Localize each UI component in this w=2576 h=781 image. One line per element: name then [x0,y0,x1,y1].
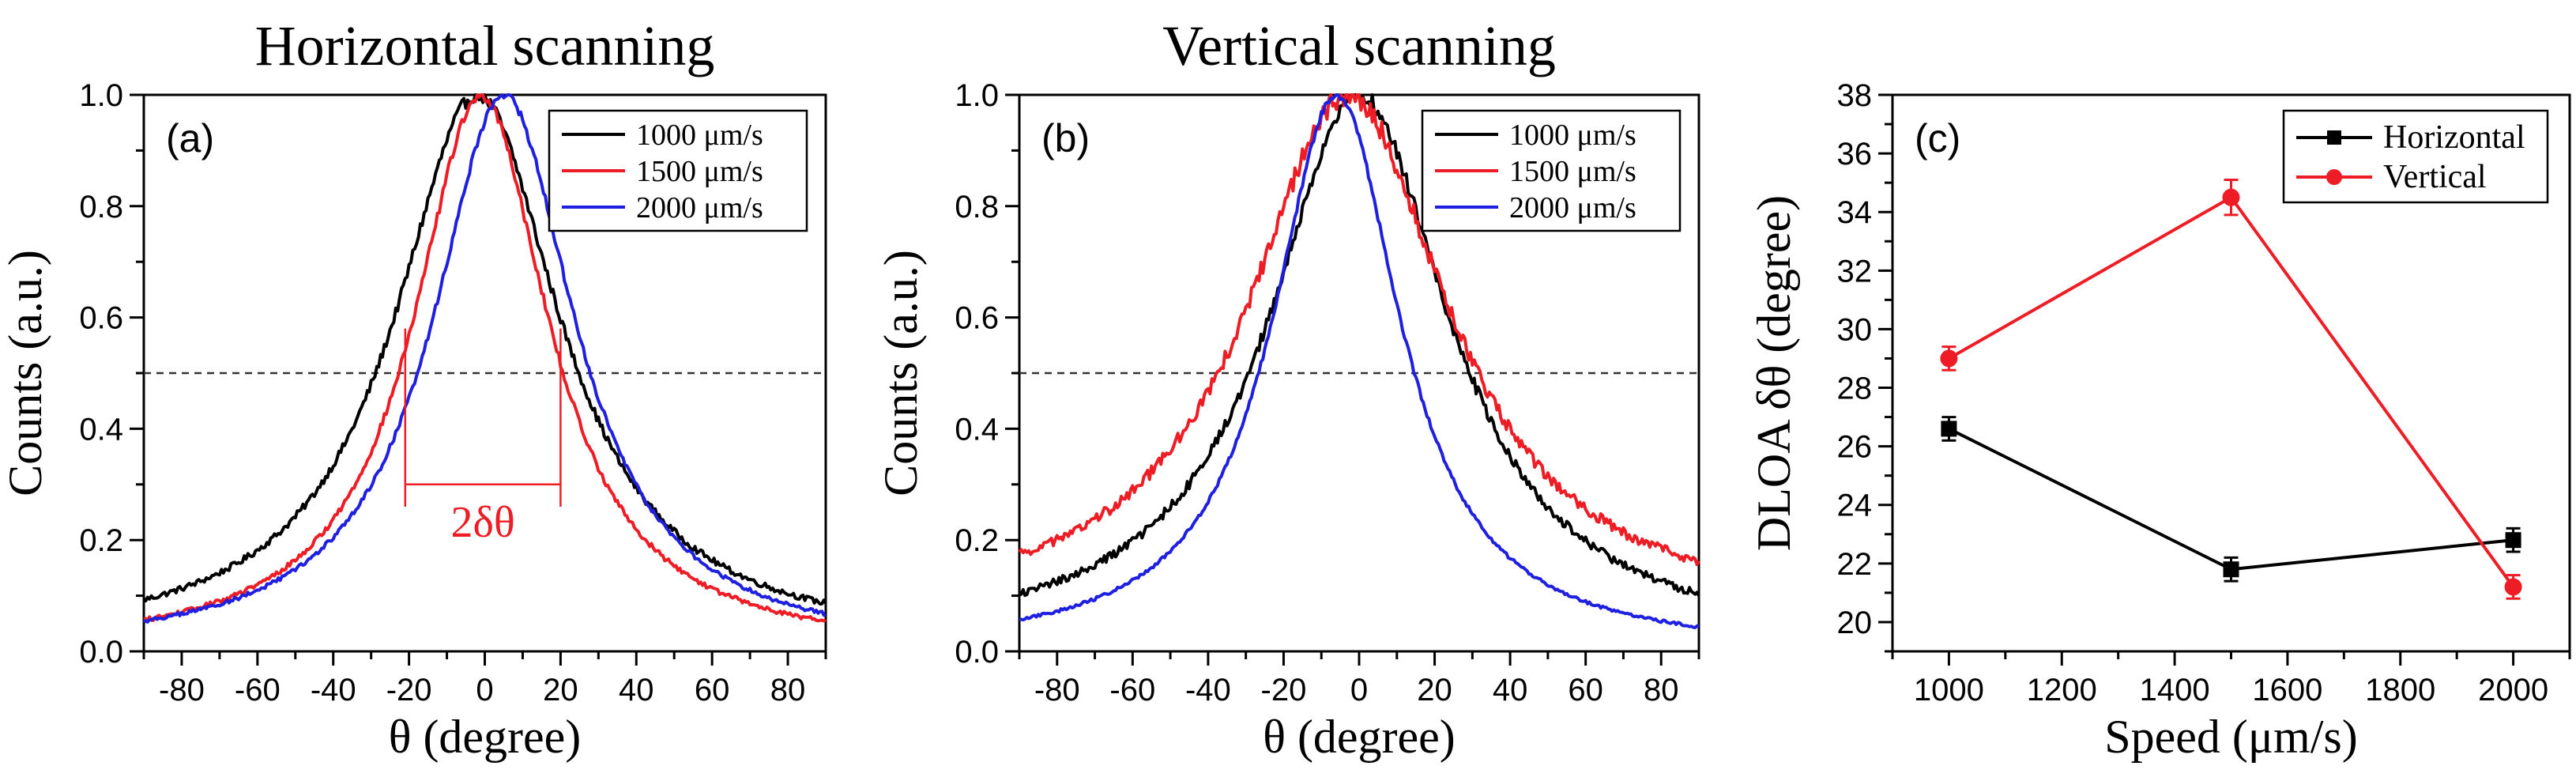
y-tick-label: 24 [1837,489,1873,523]
y-axis-label: Counts (a.u.) [875,250,927,496]
panel-label: (c) [1915,116,1960,160]
chart-title: Horizontal scanning [255,14,715,77]
y-tick-label: 1.0 [955,78,999,113]
x-tick-label: -80 [1034,673,1080,707]
data-point [1941,421,1957,437]
y-tick-label: 30 [1837,312,1873,347]
x-tick-label: -60 [1109,673,1155,707]
x-tick-label: -20 [386,673,432,707]
x-tick-label: 1000 [1914,673,1984,707]
x-tick-label: 0 [476,673,493,707]
y-tick-label: 0.4 [79,412,123,447]
legend-label: 1500 μm/s [1509,155,1636,188]
y-axis-label: Counts (a.u.) [0,250,51,496]
y-tick-label: 0.6 [955,301,999,336]
series-line [1018,93,1700,567]
x-tick-label: 0 [1350,673,1368,707]
x-tick-label: 60 [1568,673,1603,707]
series-line [142,93,827,624]
x-tick-label: -40 [311,673,356,707]
data-point [2505,532,2521,549]
y-tick-label: 0.2 [79,523,123,558]
y-tick-label: 0.0 [79,635,123,670]
y-tick-label: 38 [1837,78,1873,113]
x-tick-label: -20 [1261,673,1307,707]
x-tick-label: 20 [1417,673,1452,707]
legend-box [2282,109,2549,204]
legend-label: Horizontal [2383,119,2525,156]
legend-label: 2000 μm/s [1509,191,1636,224]
x-axis-label: Speed (μm/s) [2104,711,2357,763]
panel-1: Horizontal scanning -80 -60 -40 -20 0 20 40 60 80… [0,14,827,763]
y-tick-label: 0.8 [79,190,123,224]
data-point [2504,578,2522,596]
y-tick-label: 0.6 [79,301,123,336]
y-tick-label: 26 [1837,430,1873,465]
x-tick-label: 60 [695,673,730,707]
legend-label: Vertical [2383,159,2487,195]
data-point [1940,349,1958,368]
y-tick-label: 0.2 [955,523,999,558]
x-tick-label: 1400 [2140,673,2210,707]
y-tick-label: 22 [1837,547,1873,582]
series-line [143,93,827,623]
y-tick-label: 0.8 [955,190,999,224]
x-tick-label: -40 [1185,673,1231,707]
x-tick-label: -60 [235,673,281,707]
y-tick-label: 0.0 [955,635,999,670]
y-tick-label: 20 [1837,606,1873,640]
series-line [142,93,827,606]
y-tick-label: 28 [1837,372,1873,406]
x-tick-label: 80 [770,673,806,707]
x-tick-label: 1800 [2365,673,2435,707]
legend-marker [2326,169,2342,185]
legend-label: 2000 μm/s [636,191,763,224]
x-tick-label: 40 [1493,673,1528,707]
legend-box [1421,109,1682,232]
x-axis-label: θ (degree) [389,711,582,763]
x-tick-label: 80 [1644,673,1679,707]
y-tick-label: 0.4 [955,412,999,447]
x-tick-label: 1200 [2027,673,2097,707]
panel-label: (a) [166,116,214,160]
x-tick-label: 20 [543,673,578,707]
x-tick-label: 40 [619,673,654,707]
legend-label: 1000 μm/s [636,119,763,152]
x-tick-label: 2000 [2478,673,2548,707]
y-tick-label: 32 [1837,254,1873,289]
panel-3: 1000 1200 1400 1600 1800 2000 20 22 24 26 28 30 32 34… [1748,78,2571,763]
x-tick-label: -80 [159,673,205,707]
y-tick-label: 1.0 [79,78,123,113]
panel-2: Vertical scanning -80 -60 -40 -20 0 20 40 60 80 0.… [875,14,1700,763]
panel-label: (b) [1041,116,1090,160]
x-tick-label: 1600 [2252,673,2322,707]
y-tick-label: 34 [1837,195,1873,230]
chart-title: Vertical scanning [1162,14,1556,77]
annotation-label: 2δθ [450,498,514,547]
x-axis-label: θ (degree) [1263,711,1456,763]
y-axis-label: DLOA δθ (degree) [1748,195,1800,551]
legend-marker [2327,130,2341,145]
data-point [2223,561,2239,578]
data-point [2222,188,2240,206]
series-line [1019,93,1700,629]
legend-label: 1000 μm/s [1509,119,1636,152]
y-tick-label: 36 [1837,137,1873,172]
legend-label: 1500 μm/s [636,155,763,188]
